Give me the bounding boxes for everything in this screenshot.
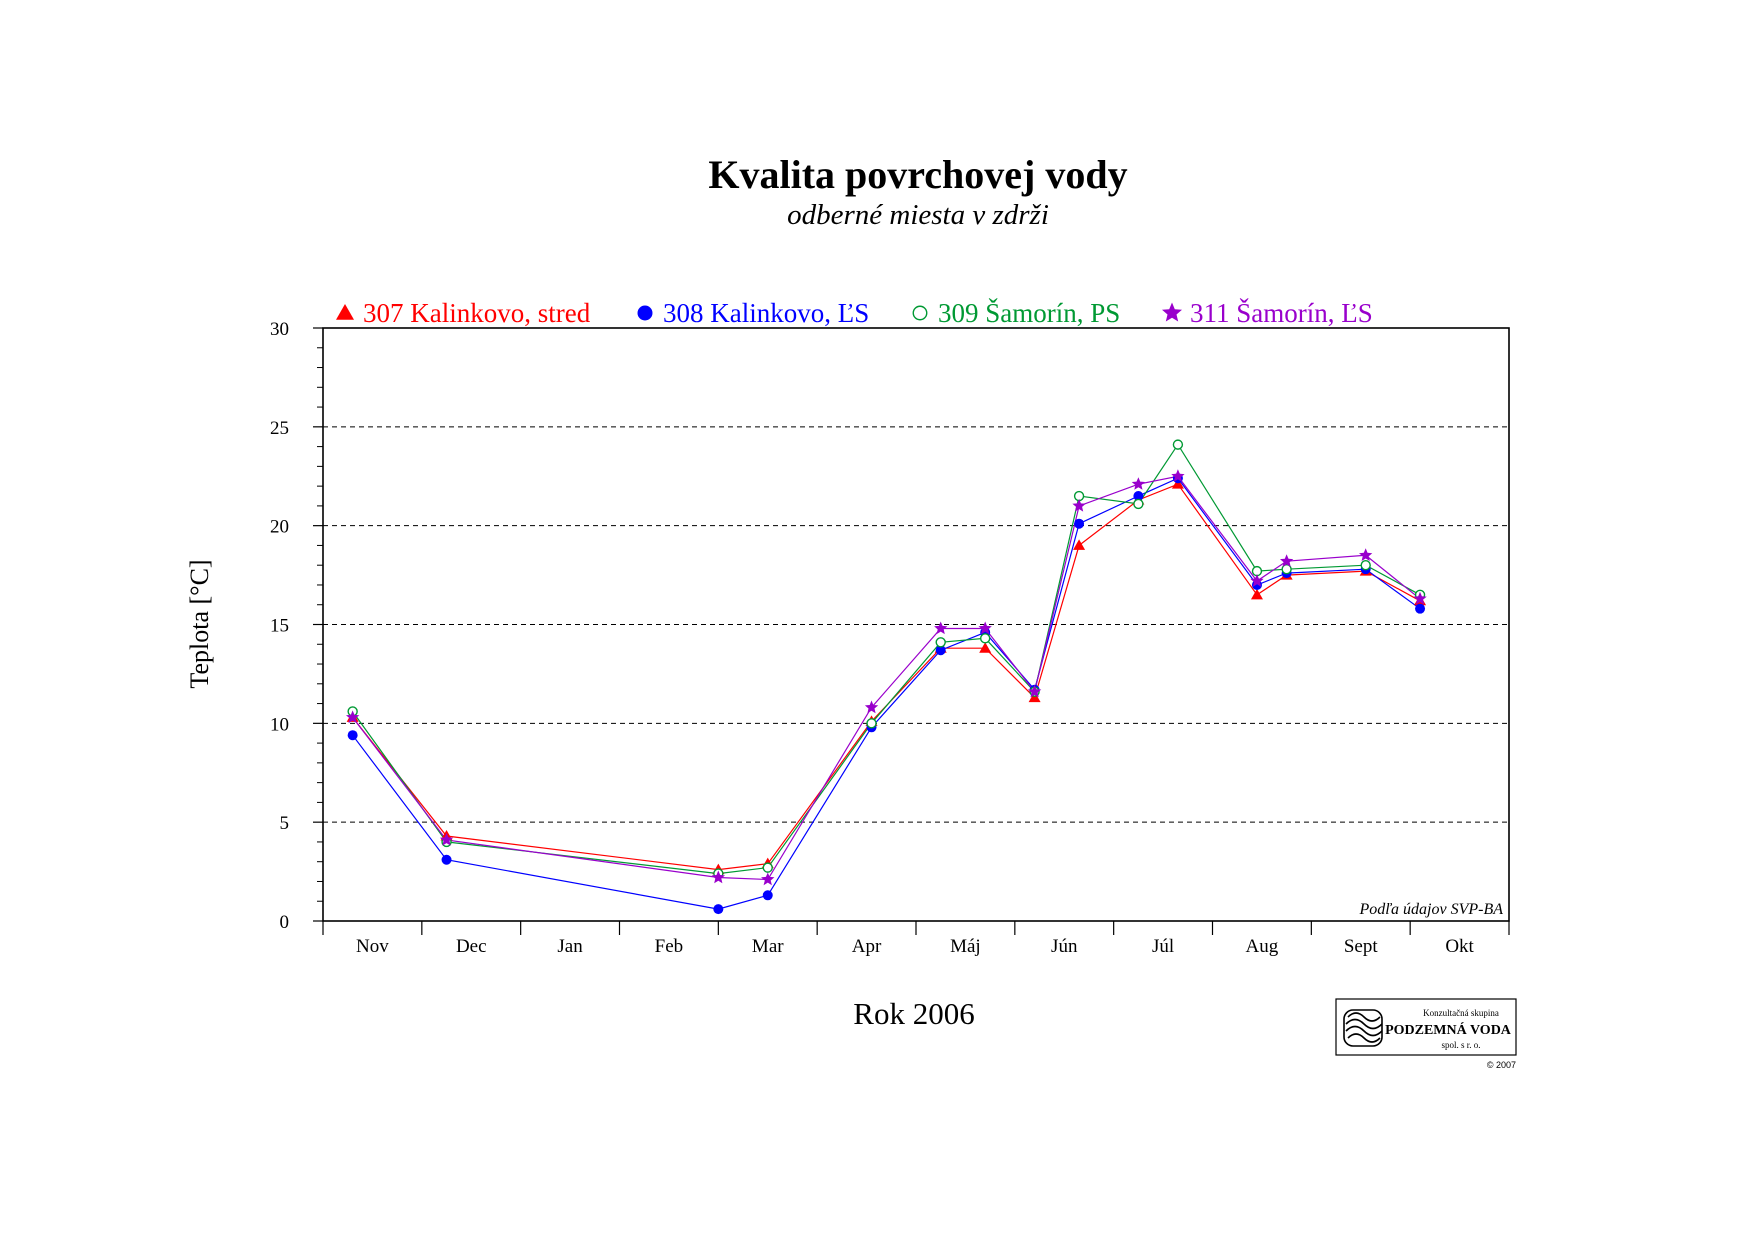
y-tick-label: 20: [270, 517, 289, 538]
logo-line3: spol. s r. o.: [1441, 1040, 1480, 1050]
data-point: [439, 833, 454, 846]
logo-emblem-icon: [1343, 1009, 1383, 1047]
legend-marker-icon: [1162, 302, 1182, 322]
logo-copyright: © 2007: [1487, 1060, 1516, 1070]
legend: 307 Kalinkovo, stred 308 Kalinkovo, ĽS 309…: [336, 298, 1373, 328]
data-point: [979, 633, 991, 644]
legend-label: 309 Šamorín, PS: [938, 298, 1120, 328]
x-axis-title: Rok 2006: [853, 996, 974, 1031]
data-point: [1171, 469, 1185, 482]
data-point: [346, 710, 360, 724]
y-tick-label: 15: [270, 616, 289, 637]
data-point: [1073, 539, 1086, 550]
data-point: [935, 645, 946, 656]
y-axis: 0 5 10 15 20 25 30: [270, 319, 323, 933]
x-tick-label: Apr: [852, 936, 882, 957]
chart-title: Kvalita povrchovej vody: [708, 152, 1127, 197]
source-note: Podľa údajov SVP-BA: [1358, 901, 1503, 918]
y-tick-label: 10: [270, 714, 289, 735]
data-point: [978, 621, 992, 635]
data-point: [1281, 563, 1292, 575]
logo-line2: PODZEMNÁ VODA: [1385, 1021, 1512, 1038]
data-point: [1415, 603, 1426, 614]
y-axis-title: Teplota [°C]: [185, 559, 214, 688]
data-point: [762, 890, 773, 901]
grid: [323, 426, 1509, 823]
x-axis: Nov Dec Jan Feb Mar Apr Máj Jún Júl Aug Sept Okt: [322, 921, 1510, 957]
x-tick-label: Sept: [1344, 936, 1379, 957]
legend-marker-icon: [336, 304, 354, 320]
data-point: [1027, 684, 1042, 698]
data-point: [762, 862, 773, 873]
data-point: [1072, 498, 1086, 512]
x-tick-label: Dec: [456, 936, 487, 957]
data-point: [711, 870, 725, 884]
legend-label: 307 Kalinkovo, stred: [363, 298, 591, 328]
legend-marker-icon: [637, 305, 653, 321]
x-tick-label: Nov: [356, 936, 389, 957]
x-tick-label: Júl: [1152, 936, 1174, 957]
legend-label: 308 Kalinkovo, ĽS: [663, 298, 869, 328]
data-point: [866, 718, 877, 729]
data-point: [1133, 491, 1144, 502]
data-point: [1359, 548, 1373, 561]
data-point: [1133, 498, 1144, 510]
x-tick-label: Okt: [1445, 936, 1474, 957]
data-point: [1172, 439, 1184, 450]
data-point: [441, 854, 452, 865]
data-point: [979, 642, 992, 653]
series-lines: [352, 443, 1421, 910]
x-tick-label: Jún: [1051, 936, 1078, 957]
series-line-3: [352, 443, 1421, 875]
x-tick-label: Feb: [655, 936, 684, 957]
x-tick-label: Jan: [557, 936, 583, 957]
series-line-4: [352, 475, 1421, 881]
y-tick-label: 0: [280, 912, 290, 933]
x-tick-label: Máj: [950, 936, 981, 957]
x-tick-label: Mar: [752, 936, 784, 957]
series-line-1: [352, 483, 1421, 871]
data-point: [761, 872, 775, 886]
data-point: [1250, 574, 1264, 587]
data-point: [347, 730, 358, 741]
legend-marker-icon: [912, 305, 928, 321]
legend-label: 311 Šamorín, ĽS: [1190, 298, 1373, 328]
series-markers: [346, 439, 1427, 915]
data-point: [1280, 554, 1294, 567]
data-point: [934, 621, 948, 635]
data-point: [935, 637, 946, 648]
data-point: [864, 700, 879, 714]
y-tick-label: 25: [270, 418, 289, 439]
logo-line1: Konzultačná skupina: [1423, 1008, 1499, 1018]
data-point: [1360, 560, 1371, 571]
data-point: [1413, 591, 1427, 605]
x-tick-label: Aug: [1246, 936, 1279, 957]
data-point: [1171, 478, 1184, 489]
y-tick-label: 5: [280, 813, 290, 834]
company-logo: Konzultačná skupina PODZEMNÁ VODA spol. …: [1335, 998, 1517, 1070]
data-point: [1131, 477, 1145, 490]
data-point: [1250, 588, 1263, 600]
y-tick-label: 30: [270, 319, 289, 340]
data-point: [713, 904, 724, 915]
chart-subtitle: odberné miesta v zdrži: [787, 199, 1049, 231]
data-point: [1074, 518, 1085, 529]
